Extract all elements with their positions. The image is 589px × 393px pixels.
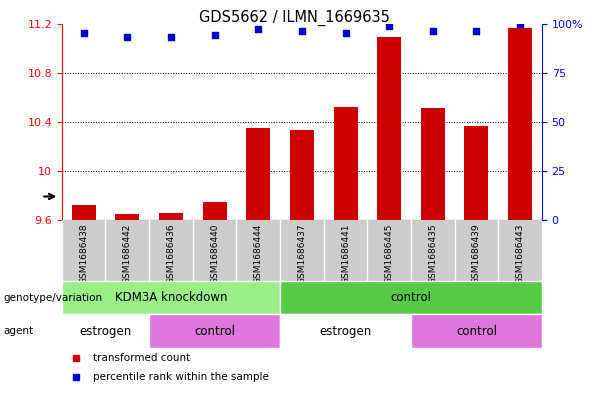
Text: estrogen: estrogen <box>80 325 131 338</box>
Point <box>253 26 263 33</box>
Bar <box>464 125 488 220</box>
Text: control: control <box>456 325 497 338</box>
Bar <box>149 314 280 348</box>
Text: control: control <box>194 325 235 338</box>
Text: GSM1686442: GSM1686442 <box>123 223 132 283</box>
Point <box>428 28 438 35</box>
Point <box>79 30 88 37</box>
Point <box>210 32 219 39</box>
Bar <box>421 108 445 220</box>
Bar <box>72 205 95 220</box>
Bar <box>159 213 183 220</box>
Text: GSM1686436: GSM1686436 <box>167 223 176 284</box>
Text: GSM1686437: GSM1686437 <box>297 223 306 284</box>
Text: GDS5662 / ILMN_1669635: GDS5662 / ILMN_1669635 <box>199 10 390 26</box>
Text: GSM1686438: GSM1686438 <box>79 223 88 284</box>
Text: agent: agent <box>3 326 33 336</box>
Text: GSM1686443: GSM1686443 <box>515 223 525 284</box>
Point <box>123 34 132 40</box>
Bar <box>290 130 314 220</box>
Text: genotype/variation: genotype/variation <box>3 293 102 303</box>
Bar <box>246 128 270 220</box>
Text: GSM1686444: GSM1686444 <box>254 223 263 283</box>
Bar <box>62 281 280 314</box>
Point <box>515 20 525 27</box>
Text: GSM1686440: GSM1686440 <box>210 223 219 284</box>
Point <box>297 28 306 35</box>
Text: GSM1686445: GSM1686445 <box>385 223 393 284</box>
Text: GSM1686441: GSM1686441 <box>341 223 350 284</box>
Bar <box>411 314 542 348</box>
Point <box>472 28 481 35</box>
Point <box>341 30 350 37</box>
Bar <box>377 37 401 220</box>
Bar <box>115 214 140 220</box>
Text: KDM3A knockdown: KDM3A knockdown <box>115 291 227 304</box>
Point <box>385 22 394 29</box>
Bar <box>280 281 542 314</box>
Bar <box>508 28 532 220</box>
Text: percentile rank within the sample: percentile rank within the sample <box>93 372 269 382</box>
Bar <box>280 314 411 348</box>
Bar <box>203 202 227 220</box>
Bar <box>62 314 149 348</box>
Text: GSM1686435: GSM1686435 <box>428 223 437 284</box>
Text: GSM1686439: GSM1686439 <box>472 223 481 284</box>
Text: control: control <box>391 291 432 304</box>
Point <box>166 34 176 40</box>
Text: transformed count: transformed count <box>93 353 190 363</box>
Bar <box>333 107 358 220</box>
Text: estrogen: estrogen <box>319 325 372 338</box>
